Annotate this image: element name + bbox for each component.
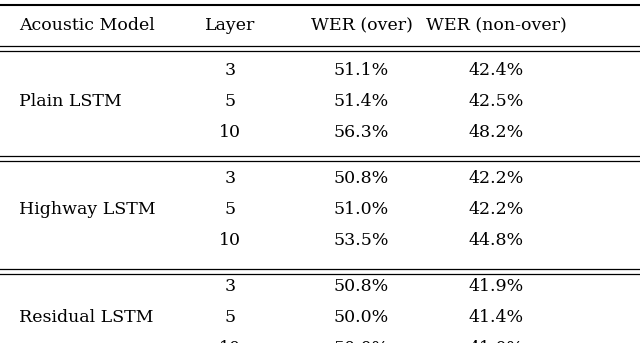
Text: 48.2%: 48.2% (468, 123, 524, 141)
Text: Highway LSTM: Highway LSTM (19, 201, 156, 218)
Text: 3: 3 (225, 62, 236, 79)
Text: 10: 10 (220, 232, 241, 249)
Text: 42.4%: 42.4% (468, 62, 524, 79)
Text: 51.4%: 51.4% (334, 93, 389, 110)
Text: Plain LSTM: Plain LSTM (19, 93, 122, 110)
Text: 50.8%: 50.8% (334, 278, 389, 295)
Text: 42.5%: 42.5% (468, 93, 524, 110)
Text: 10: 10 (220, 340, 241, 343)
Text: 56.3%: 56.3% (334, 123, 389, 141)
Text: Layer: Layer (205, 17, 255, 34)
Text: 42.2%: 42.2% (468, 201, 524, 218)
Text: 5: 5 (225, 93, 236, 110)
Text: 41.4%: 41.4% (468, 309, 524, 326)
Text: 3: 3 (225, 278, 236, 295)
Text: 50.8%: 50.8% (334, 170, 389, 187)
Text: 53.5%: 53.5% (334, 232, 389, 249)
Text: 44.8%: 44.8% (468, 232, 524, 249)
Text: 41.0%: 41.0% (468, 340, 524, 343)
Text: 41.9%: 41.9% (468, 278, 524, 295)
Text: 51.1%: 51.1% (334, 62, 389, 79)
Text: WER (non-over): WER (non-over) (426, 17, 566, 34)
Text: 50.0%: 50.0% (334, 340, 389, 343)
Text: 5: 5 (225, 309, 236, 326)
Text: Residual LSTM: Residual LSTM (19, 309, 154, 326)
Text: 10: 10 (220, 123, 241, 141)
Text: 50.0%: 50.0% (334, 309, 389, 326)
Text: 42.2%: 42.2% (468, 170, 524, 187)
Text: 51.0%: 51.0% (334, 201, 389, 218)
Text: 3: 3 (225, 170, 236, 187)
Text: WER (over): WER (over) (310, 17, 413, 34)
Text: 5: 5 (225, 201, 236, 218)
Text: Acoustic Model: Acoustic Model (19, 17, 155, 34)
